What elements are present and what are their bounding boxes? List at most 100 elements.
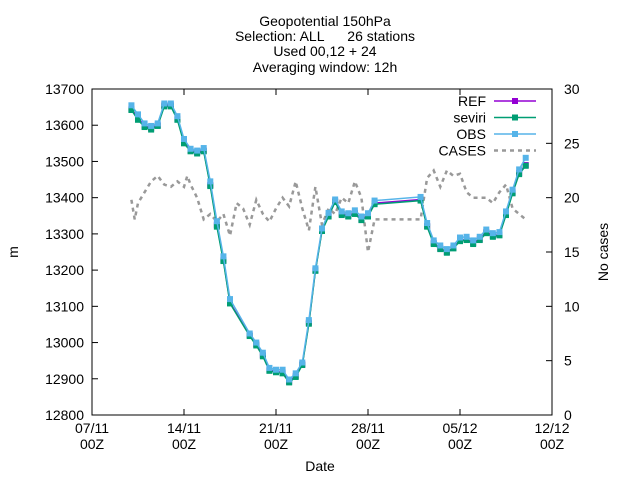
x-tick-label-hour: 00Z [540, 436, 565, 452]
data-point-obs [200, 145, 207, 152]
x-tick-label-date: 28/11 [351, 420, 385, 436]
x-axis-label: Date [305, 458, 335, 474]
data-point-seviri [371, 201, 378, 208]
series-layer [128, 100, 529, 386]
x-tick-label-hour: 00Z [448, 436, 473, 452]
y-tick-label: 13200 [45, 262, 84, 278]
data-point-obs [345, 210, 352, 217]
data-point-obs [424, 220, 431, 227]
data-point-seviri [338, 212, 345, 219]
data-point-obs [141, 120, 148, 127]
legend-label-obs: OBS [456, 126, 486, 142]
data-point-seviri [259, 353, 266, 360]
data-point-obs [325, 209, 332, 216]
data-point-obs [476, 233, 483, 240]
data-point-obs [483, 226, 490, 233]
data-point-seviri [351, 210, 358, 217]
y-tick-label: 13700 [45, 81, 84, 97]
x-tick-label-date: 05/12 [442, 420, 477, 436]
x-tick-label-hour: 00Z [80, 436, 105, 452]
title-line-4: Averaging window: 12h [253, 59, 398, 75]
y-tick-label: 13400 [45, 190, 84, 206]
data-point-obs [207, 178, 214, 185]
data-point-obs [181, 135, 187, 142]
data-point-seviri [227, 300, 233, 307]
data-point-obs [279, 366, 286, 373]
data-point-obs [148, 122, 155, 129]
data-point-obs [286, 376, 293, 383]
data-point-seviri [424, 223, 431, 230]
data-point-seviri [174, 116, 181, 123]
legend-label-ref: REF [458, 93, 486, 109]
data-point-obs [253, 339, 260, 346]
data-point-obs [312, 265, 319, 272]
x-tick-label-date: 21/11 [259, 420, 293, 436]
data-point-obs [135, 111, 141, 118]
data-point-obs [187, 145, 194, 152]
data-point-obs [496, 229, 503, 236]
data-point-seviri [457, 238, 463, 245]
data-point-seviri [503, 212, 509, 219]
data-point-obs [273, 366, 279, 373]
data-point-obs [351, 207, 358, 214]
title-line-1: Geopotential 150hPa [259, 13, 391, 29]
data-point-seviri [430, 241, 437, 248]
data-point-obs [338, 208, 345, 215]
data-point-seviri [463, 237, 470, 244]
data-point-seviri [148, 126, 155, 133]
y2-tick-label: 30 [564, 81, 580, 97]
data-point-obs [457, 234, 463, 241]
y-axis-label: m [5, 246, 21, 258]
data-point-obs [503, 208, 509, 215]
data-point-obs [417, 193, 424, 200]
data-point-obs [443, 246, 450, 253]
series-obs [128, 100, 529, 383]
series-line-cases [130, 168, 527, 253]
data-point-obs [246, 330, 253, 337]
data-point-obs [522, 154, 529, 161]
data-point-seviri [141, 124, 148, 131]
x-tick-label-hour: 00Z [172, 436, 197, 452]
data-point-seviri [417, 197, 424, 204]
data-point-obs [358, 213, 365, 220]
title-line-2: Selection: ALL 26 stations [235, 28, 415, 44]
legend-marker-obs [512, 131, 518, 137]
data-point-seviri [325, 213, 332, 220]
data-point-obs [509, 186, 516, 193]
data-point-obs [194, 147, 201, 154]
y-tick-label: 13500 [45, 153, 84, 169]
y-tick-label: 12900 [45, 371, 84, 387]
data-point-obs [227, 296, 233, 303]
data-point-seviri [509, 190, 516, 197]
tick-layer: 12800 12900 13000 13100 13200 13300 13400 13500… [45, 81, 580, 452]
data-point-obs [259, 349, 266, 356]
data-point-obs [489, 230, 496, 237]
data-point-seviri [496, 232, 503, 239]
y2-tick-label: 5 [564, 353, 572, 369]
y-tick-label: 13100 [45, 298, 84, 314]
y-tick-label: 12800 [45, 407, 84, 423]
data-point-obs [470, 237, 477, 244]
data-point-obs [220, 253, 227, 260]
data-point-obs [463, 233, 470, 240]
data-point-obs [305, 317, 312, 324]
data-point-seviri [128, 107, 135, 114]
data-point-seviri [279, 370, 286, 377]
x-tick-label-hour: 00Z [356, 436, 381, 452]
data-point-obs [332, 196, 339, 203]
data-point-obs [516, 166, 523, 173]
data-point-seviri [476, 237, 483, 244]
legend-label-cases: CASES [439, 143, 486, 159]
data-point-seviri [470, 241, 477, 248]
data-point-seviri [213, 223, 220, 230]
series-cases [130, 168, 527, 253]
data-point-seviri [345, 213, 352, 220]
data-point-obs [266, 364, 273, 371]
data-point-obs [319, 225, 325, 232]
y2-tick-label: 20 [564, 190, 580, 206]
y2-axis-label: No cases [595, 223, 611, 281]
data-point-seviri [365, 213, 371, 220]
data-point-obs [174, 113, 181, 120]
